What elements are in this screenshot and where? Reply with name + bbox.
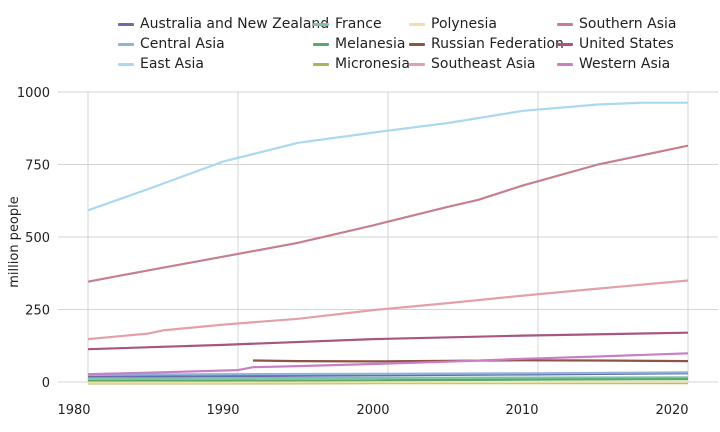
- legend-swatch: [118, 62, 134, 66]
- y-tick-label: 750: [25, 159, 50, 174]
- legend-label: United States: [579, 36, 674, 52]
- legend-label: Micronesia: [335, 56, 410, 72]
- series-line-france: [87, 376, 689, 380]
- legend-item: United States: [557, 36, 674, 52]
- y-axis-title: million people: [7, 196, 22, 288]
- legend-item: Micronesia: [313, 56, 410, 72]
- legend-swatch: [557, 62, 573, 66]
- legend-swatch: [557, 22, 573, 26]
- legend-label: Western Asia: [579, 56, 671, 72]
- y-tick-label: 0: [42, 376, 50, 391]
- y-tick-label: 500: [25, 231, 50, 246]
- legend-swatch: [409, 22, 425, 26]
- legend-label: Polynesia: [431, 16, 497, 32]
- legend-item: Southern Asia: [557, 16, 676, 32]
- legend-swatch: [313, 42, 329, 46]
- x-tick-label: 2010: [505, 403, 538, 418]
- legend-swatch: [557, 42, 573, 46]
- tick-labels: 0 250 500 750 1000 1980 1990 2000 2010 2020: [17, 86, 689, 418]
- legend-label: Australia and New Zealand: [140, 16, 330, 32]
- legend-swatch: [409, 42, 425, 46]
- x-tick-label: 1980: [57, 403, 90, 418]
- legend-label: Southern Asia: [579, 16, 677, 32]
- series-line-southeast-asia: [87, 279, 689, 341]
- legend-item: Melanesia: [313, 36, 405, 52]
- legend-swatch: [313, 22, 329, 26]
- legend-swatch: [118, 22, 134, 26]
- series-line-melanesia: [87, 378, 689, 382]
- legend-label: Central Asia: [140, 36, 225, 52]
- legend-item: Australia and New Zealand: [118, 16, 329, 32]
- legend-label: East Asia: [140, 56, 204, 72]
- legend-item: France: [313, 16, 382, 32]
- series-line-western-asia: [87, 352, 689, 376]
- legend-item: East Asia: [118, 56, 204, 72]
- legend-label: Southeast Asia: [431, 56, 536, 72]
- y-tick-label: 250: [25, 304, 50, 319]
- x-tick-label: 2020: [655, 403, 688, 418]
- legend-item: Central Asia: [118, 36, 225, 52]
- legend-label: Melanesia: [335, 36, 406, 52]
- legend-label: France: [335, 16, 382, 32]
- series-lines: [87, 101, 689, 385]
- series-line-central-asia: [87, 371, 689, 376]
- series-line-southern-asia: [87, 144, 689, 283]
- x-tick-label: 1990: [206, 403, 239, 418]
- legend-swatch: [118, 42, 134, 46]
- x-tick-label: 2000: [356, 403, 389, 418]
- legend-label: Russian Federation: [431, 36, 564, 52]
- series-line-united-states: [87, 331, 689, 351]
- legend-item: Russian Federation: [409, 36, 564, 52]
- legend-item: Polynesia: [409, 16, 497, 32]
- legend-item: Southeast Asia: [409, 56, 535, 72]
- series-line-east-asia: [87, 101, 688, 212]
- series-line-polynesia: [88, 380, 689, 384]
- y-tick-label: 1000: [17, 86, 50, 101]
- legend-swatch: [409, 62, 425, 66]
- legend-swatch: [313, 62, 329, 66]
- legend-item: Western Asia: [557, 56, 670, 72]
